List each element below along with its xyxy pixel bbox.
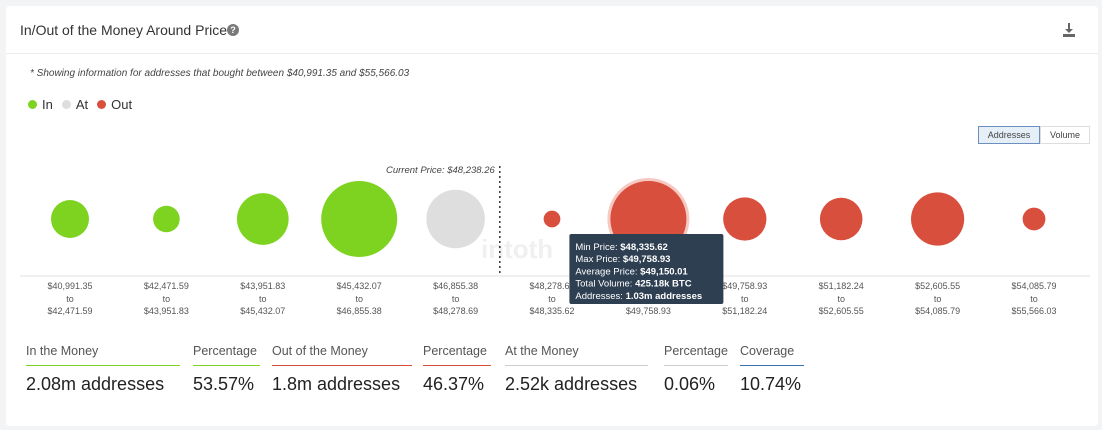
bucket-from-label: $51,182.24 [819, 281, 864, 291]
stat-value: 46.37% [423, 374, 485, 394]
bucket-to-label: $49,758.93 [626, 306, 671, 316]
bucket-to-label: $45,432.07 [240, 306, 285, 316]
bubble-out[interactable] [819, 197, 863, 241]
bucket-to-label: $51,182.24 [722, 306, 767, 316]
tooltip-line: Total Volume: 425.18k BTC [575, 279, 691, 290]
tooltip-line: Average Price: $49,150.01 [575, 266, 688, 277]
bubble-in[interactable] [236, 193, 289, 245]
bucket-to-word: to [934, 294, 942, 304]
stat-value: 2.08m addresses [26, 374, 165, 394]
download-icon[interactable] [1062, 22, 1076, 38]
bucket-from-label: $49,758.93 [722, 281, 767, 291]
bucket-from-label: $52,605.55 [915, 281, 960, 291]
bucket-to-word: to [163, 294, 171, 304]
tooltip-line: Max Price: $49,758.93 [575, 254, 670, 265]
chart-title: In/Out of the Money Around Price [20, 22, 228, 38]
stat-label: Percentage [423, 344, 491, 366]
current-price-label: Current Price: $48,238.26 [386, 165, 496, 176]
bucket-from-label: $46,855.38 [433, 281, 478, 291]
bubble-out[interactable] [911, 192, 965, 246]
bubble-in[interactable] [51, 200, 89, 238]
bucket-from-label: $54,085.79 [1011, 281, 1056, 291]
tooltip-line: Addresses: 1.03m addresses [575, 291, 702, 302]
stat-value: 1.8m addresses [272, 374, 401, 394]
legend-item-out[interactable]: Out [97, 97, 132, 112]
bucket-to-word: to [1030, 294, 1038, 304]
help-icon[interactable]: ? [227, 24, 239, 36]
legend-dot-at [61, 100, 71, 109]
stat-value: 10.74% [740, 374, 802, 394]
stat-value: 53.57% [193, 374, 255, 394]
bucket-from-label: $48,278.69 [529, 281, 574, 291]
legend-dot-in [28, 100, 37, 109]
bucket-to-word: to [355, 294, 363, 304]
bubble-at[interactable] [426, 189, 485, 249]
stat-label: At the Money [505, 344, 648, 366]
bucket-to-label: $54,085.79 [915, 306, 960, 316]
bucket-to-word: to [741, 294, 749, 304]
stat-label: Percentage [193, 344, 260, 366]
bucket-from-label: $45,432.07 [337, 281, 382, 291]
bucket-from-label: $42,471.59 [144, 281, 189, 291]
legend-label-out: Out [111, 97, 133, 112]
stat-value: 0.06% [664, 374, 716, 394]
addresses-toggle-button[interactable]: Addresses [978, 126, 1040, 144]
bubble-in[interactable] [153, 205, 180, 233]
bubble-chart: intoth $40,991.35 to $42,471.59 $42,471.59 to… [20, 165, 1090, 316]
stat-label: Coverage [740, 344, 804, 366]
bucket-to-label: $46,855.38 [337, 306, 382, 316]
bubble-in[interactable] [321, 181, 398, 257]
bucket-from-label: $40,991.35 [47, 281, 92, 291]
bucket-to-word: to [259, 294, 267, 304]
bucket-from-label: $43,951.83 [240, 281, 285, 291]
address-range-note: * Showing information for addresses that… [30, 68, 410, 79]
tooltip-box [569, 234, 724, 304]
volume-toggle-button[interactable]: Volume [1040, 126, 1090, 144]
legend: In At Out [28, 97, 141, 112]
bucket-to-label: $43,951.83 [144, 306, 189, 316]
watermark-text: intoth [481, 234, 553, 264]
legend-label-in: In [42, 97, 53, 112]
bubble-out[interactable] [543, 210, 561, 228]
legend-item-in[interactable]: In [28, 97, 53, 112]
bucket-to-word: to [548, 294, 556, 304]
bubble-out[interactable] [1022, 207, 1046, 231]
bucket-to-word: to [66, 294, 74, 304]
stat-label: Out of the Money [272, 344, 412, 366]
bucket-to-label: $55,566.03 [1011, 306, 1056, 316]
legend-item-at[interactable]: At [61, 97, 89, 112]
bucket-to-word: to [837, 294, 845, 304]
bucket-to-word: to [452, 294, 460, 304]
chart-card: In/Out of the Money Around Price ? * Sho… [6, 6, 1098, 426]
stat-label: Percentage [664, 344, 728, 366]
stat-value: 2.52k addresses [505, 374, 638, 394]
legend-label-at: At [75, 97, 89, 112]
card-header: In/Out of the Money Around Price ? [6, 6, 1098, 54]
bubble-out[interactable] [723, 197, 767, 241]
tooltip-line: Min Price: $48,335.62 [575, 242, 667, 253]
bucket-to-label: $42,471.59 [47, 306, 92, 316]
stat-label: In the Money [26, 344, 180, 366]
legend-dot-out [97, 100, 107, 109]
bucket-to-label: $48,278.69 [433, 306, 478, 316]
bucket-to-label: $48,335.62 [529, 306, 574, 316]
bucket-to-label: $52,605.55 [819, 306, 864, 316]
